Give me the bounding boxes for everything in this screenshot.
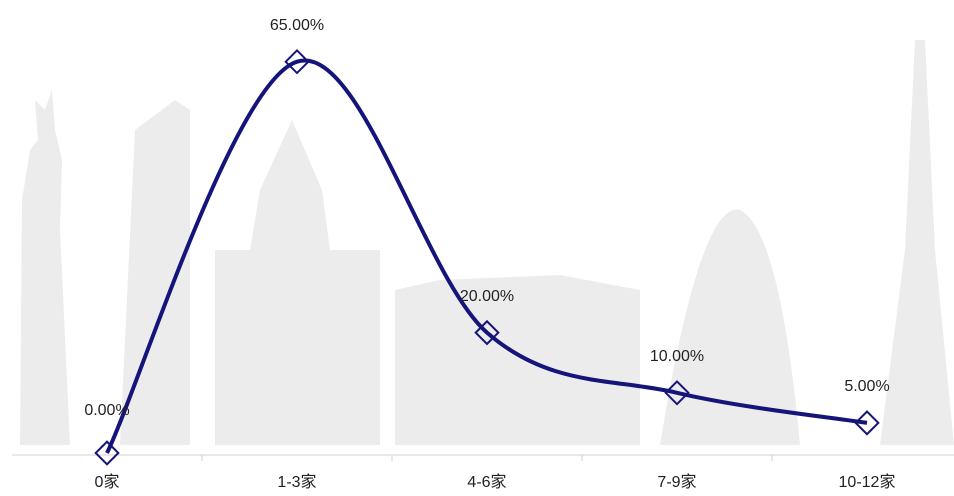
data-label: 20.00% (460, 288, 514, 305)
x-tick-label: 7-9家 (657, 473, 696, 491)
x-tick-label: 0家 (95, 473, 120, 491)
data-line (105, 58, 868, 454)
eiffel-silhouette (880, 40, 954, 445)
data-marker (474, 319, 500, 346)
data-marker (284, 48, 310, 75)
data-label: 5.00% (844, 378, 889, 395)
dome-silhouette (215, 120, 380, 445)
data-label: 65.00% (270, 17, 324, 34)
data-marker (854, 410, 880, 436)
x-tick-label: 10-12家 (839, 473, 896, 491)
x-tick-label: 4-6家 (467, 473, 506, 491)
data-label: 0.00% (84, 402, 129, 419)
data-label: 10.00% (650, 348, 704, 365)
arch-silhouette (660, 209, 800, 445)
colosseum-silhouette (395, 275, 640, 445)
data-marker (664, 380, 690, 406)
background-landmarks (20, 40, 954, 445)
tower-silhouette (120, 100, 190, 445)
x-tick-label: 1-3家 (277, 473, 316, 491)
data-marker (94, 440, 120, 466)
statue-silhouette (20, 90, 70, 445)
